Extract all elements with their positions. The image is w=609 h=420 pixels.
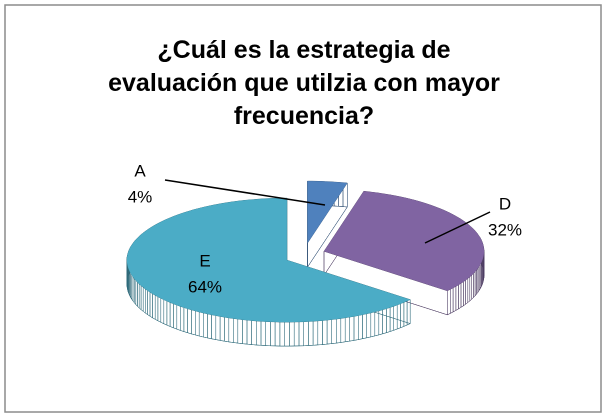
chart-title: ¿Cuál es la estrategia de evaluación que… (108, 36, 500, 130)
leader-line (164, 179, 326, 206)
value-label: 4% (128, 187, 153, 206)
leader-line (424, 211, 491, 244)
value-label: 32% (488, 220, 522, 239)
slice (324, 191, 484, 291)
category-label: A (134, 161, 146, 180)
chart-frame (4, 4, 602, 413)
category-label: E (199, 251, 210, 270)
slice (307, 181, 348, 244)
value-label: 64% (188, 277, 222, 296)
slice (126, 198, 411, 323)
category-label: D (499, 194, 511, 213)
